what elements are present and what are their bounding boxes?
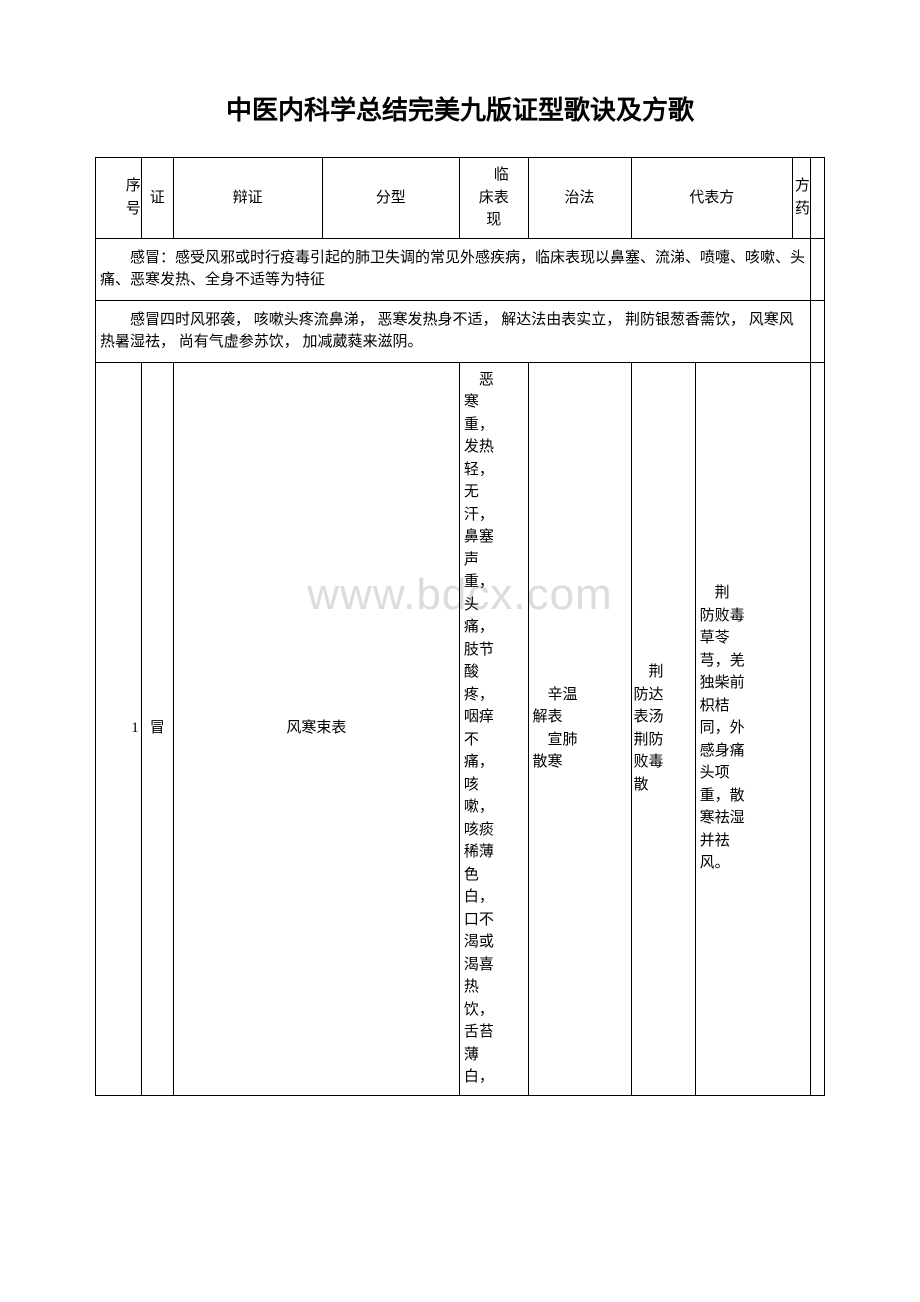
cell-clinical: 恶寒重，发热轻，无汗，鼻塞声重，头痛，肢节酸疼，咽痒不痛，咳嗽，咳痰稀薄色白，口…	[459, 362, 528, 1095]
intro-text: 感冒：感受风邪或时行疫毒引起的肺卫失调的常见外感疾病，临床表现以鼻塞、流涕、喷嚏…	[96, 238, 811, 300]
mnemonic-row: 感冒四时风邪袭， 咳嗽头疼流鼻涕， 恶寒发热身不适， 解达法由表实立， 荆防银葱…	[96, 300, 825, 362]
table-row: 1 冒 风寒束表 恶寒重，发热轻，无汗，鼻塞声重，头痛，肢节酸疼，咽痒不痛，咳嗽…	[96, 362, 825, 1095]
cell-daibiao: 荆防达表汤荆防败毒散	[631, 362, 695, 1095]
main-table: 序号 证 辩证 分型 临床表现 治法 代表方 方药 感冒：感受风邪或时行疫毒引起…	[95, 157, 825, 1096]
header-zheng: 证	[141, 158, 173, 239]
cell-bianzheng: 风寒束表	[173, 362, 459, 1095]
header-zhifa: 治法	[528, 158, 631, 239]
mnemonic-text: 感冒四时风邪袭， 咳嗽头疼流鼻涕， 恶寒发热身不适， 解达法由表实立， 荆防银葱…	[96, 300, 811, 362]
table-header-row: 序号 证 辩证 分型 临床表现 治法 代表方 方药	[96, 158, 825, 239]
cell-empty	[811, 362, 825, 1095]
intro-empty	[811, 238, 825, 300]
page-title: 中医内科学总结完美九版证型歌诀及方歌	[95, 90, 825, 127]
header-bianzheng: 辩证	[173, 158, 322, 239]
header-empty	[811, 158, 825, 239]
cell-zheng: 冒	[141, 362, 173, 1095]
header-clinical: 临床表现	[459, 158, 528, 239]
cell-fangyao: 荆防败毒草苓芎，羌独柴前枳桔同，外感身痛头项重，散寒祛湿并祛风。	[695, 362, 811, 1095]
cell-zhifa: 辛温解表 宣肺散寒	[528, 362, 631, 1095]
header-num: 序号	[96, 158, 142, 239]
mnemonic-empty	[811, 300, 825, 362]
cell-num: 1	[96, 362, 142, 1095]
header-daibiao: 代表方	[631, 158, 792, 239]
header-fangyao: 方药	[792, 158, 810, 239]
intro-row: 感冒：感受风邪或时行疫毒引起的肺卫失调的常见外感疾病，临床表现以鼻塞、流涕、喷嚏…	[96, 238, 825, 300]
header-fenxing: 分型	[322, 158, 459, 239]
